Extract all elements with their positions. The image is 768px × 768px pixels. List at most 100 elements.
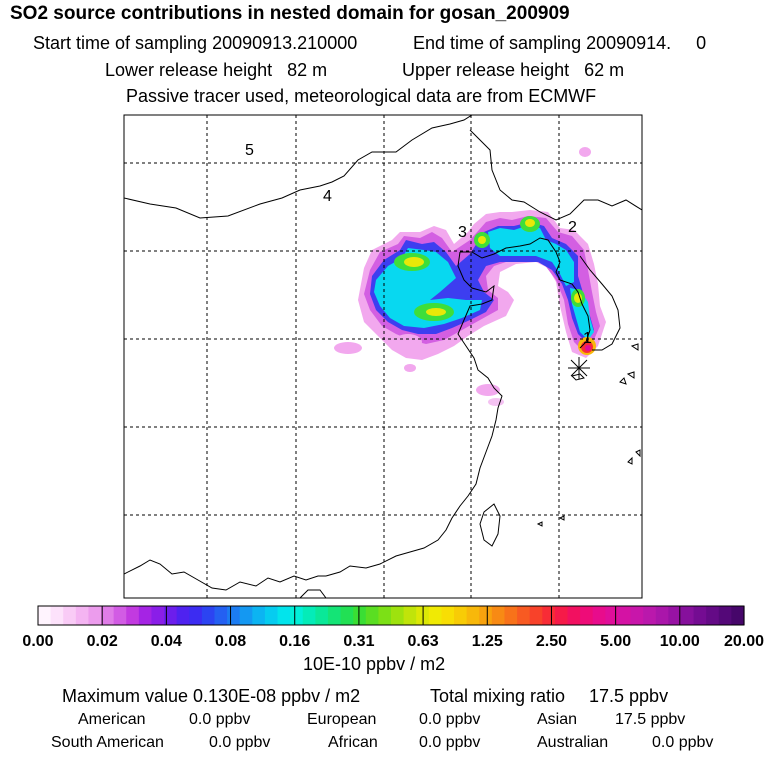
colorbar-swatch <box>113 606 127 625</box>
colorbar-swatch <box>718 606 732 625</box>
plume-yellow-2 <box>426 308 446 316</box>
colorbar-swatch <box>617 606 632 625</box>
colorbar-tick-label: 10.00 <box>660 633 700 650</box>
region-value-australian: 0.0 ppbv <box>652 734 714 751</box>
colorbar-swatch <box>731 606 745 625</box>
region-label-european: European <box>307 711 377 728</box>
colorbar-swatch <box>529 606 543 625</box>
colorbar-swatch <box>227 606 241 625</box>
border-north <box>124 115 473 219</box>
coast-china-east <box>325 251 503 577</box>
colorbar-swatch <box>454 606 468 625</box>
colorbar-swatch <box>466 606 480 625</box>
colorbar-swatch <box>38 606 52 625</box>
colorbar-swatch <box>239 606 253 625</box>
island-japan-3 <box>630 343 639 351</box>
region-label-asian: Asian <box>537 711 578 728</box>
colorbar-swatch <box>542 606 556 625</box>
island-taiwan <box>479 503 501 547</box>
colorbar-swatch <box>491 606 506 625</box>
colorbar-tick-label: 0.63 <box>408 633 439 650</box>
upper-release-label: Upper release height 62 m <box>402 60 625 80</box>
colorbar <box>37 605 745 626</box>
colorbar-swatch <box>517 606 531 625</box>
colorbar-swatch <box>164 606 178 625</box>
colorbar-swatch <box>189 606 203 625</box>
plume-patch-c <box>476 384 500 396</box>
map-frame <box>123 114 643 599</box>
colorbar-swatch <box>378 606 392 625</box>
colorbar-tick-label: 0.02 <box>87 633 118 650</box>
colorbar-tick-label: 1.25 <box>472 633 503 650</box>
colorbar-swatch <box>201 606 216 625</box>
colorbar-unit: 10E-10 ppbv / m2 <box>303 654 446 674</box>
colorbar-swatch <box>580 606 594 625</box>
colorbar-swatch <box>138 606 153 625</box>
island-jeju <box>571 373 585 381</box>
colorbar-swatch <box>50 606 64 625</box>
colorbar-swatch <box>302 606 316 625</box>
coast-bohai <box>460 237 591 349</box>
total-mixing-value: 17.5 ppbv <box>589 686 669 706</box>
region-value-south-american: 0.0 ppbv <box>209 734 271 751</box>
plume-cyan-ne <box>488 226 574 286</box>
plume-patch-e <box>579 147 591 157</box>
colorbar-swatch <box>277 606 291 625</box>
colorbar-swatch <box>441 606 455 625</box>
colorbar-swatch <box>176 606 190 625</box>
colorbar-tick-label: 0.08 <box>215 633 246 650</box>
colorbar-swatch <box>353 606 367 625</box>
colorbar-swatch <box>428 606 443 625</box>
map-label-1: 1 <box>583 330 592 347</box>
colorbar-swatch <box>554 606 569 625</box>
map-label-2: 2 <box>568 219 577 236</box>
station-marker-icon <box>568 357 590 379</box>
colorbar-swatch <box>290 606 304 625</box>
border-ne <box>469 129 642 221</box>
colorbar-tick-label: 5.00 <box>600 633 631 650</box>
plume-patch-b <box>404 364 416 372</box>
colorbar-swatch <box>592 606 606 625</box>
colorbar-swatch <box>252 606 266 625</box>
colorbar-swatch <box>693 606 707 625</box>
colorbar-swatch <box>264 606 279 625</box>
map-label-5: 5 <box>245 142 254 159</box>
island-ryukyu-2 <box>635 449 641 458</box>
colorbar-swatch <box>630 606 644 625</box>
map-label-4: 4 <box>323 188 332 205</box>
coast-korea-east <box>579 255 621 351</box>
grid-lines <box>124 115 642 598</box>
colorbar-swatch <box>643 606 657 625</box>
border-sw <box>124 559 326 591</box>
colorbar-tick-label: 0.04 <box>151 633 182 650</box>
colorbar-swatch <box>479 606 493 625</box>
end-time-label: End time of sampling 20090914. 0 <box>413 33 707 53</box>
island-ryukyu-3 <box>536 521 543 527</box>
colorbar-tick-label: 0.00 <box>22 633 53 650</box>
lower-release-label: Lower release height 82 m <box>105 60 328 80</box>
colorbar-tick-label: 2.50 <box>536 633 567 650</box>
tracer-note: Passive tracer used, meteorological data… <box>126 86 597 106</box>
plume-field <box>334 147 606 406</box>
island-japan-1 <box>626 371 635 379</box>
colorbar-swatch <box>88 606 102 625</box>
colorbar-swatch <box>151 606 165 625</box>
colorbar-swatch <box>75 606 90 625</box>
region-label-south-american: South American <box>51 734 164 751</box>
plume-patch-f <box>394 334 422 350</box>
colorbar-swatch <box>655 606 669 625</box>
region-label-african: African <box>328 734 378 751</box>
region-value-african: 0.0 ppbv <box>419 734 481 751</box>
region-value-european: 0.0 ppbv <box>419 711 481 728</box>
colorbar-swatch <box>391 606 405 625</box>
colorbar-swatch <box>126 606 140 625</box>
colorbar-swatch <box>403 606 417 625</box>
coast-hainan <box>299 589 327 598</box>
plume-yellow-3 <box>478 236 486 244</box>
total-mixing-label: Total mixing ratio <box>430 686 566 706</box>
colorbar-swatch <box>668 606 682 625</box>
island-ryukyu-4 <box>558 515 565 521</box>
region-label-australian: Australian <box>537 734 609 751</box>
map-label-3: 3 <box>458 224 467 241</box>
